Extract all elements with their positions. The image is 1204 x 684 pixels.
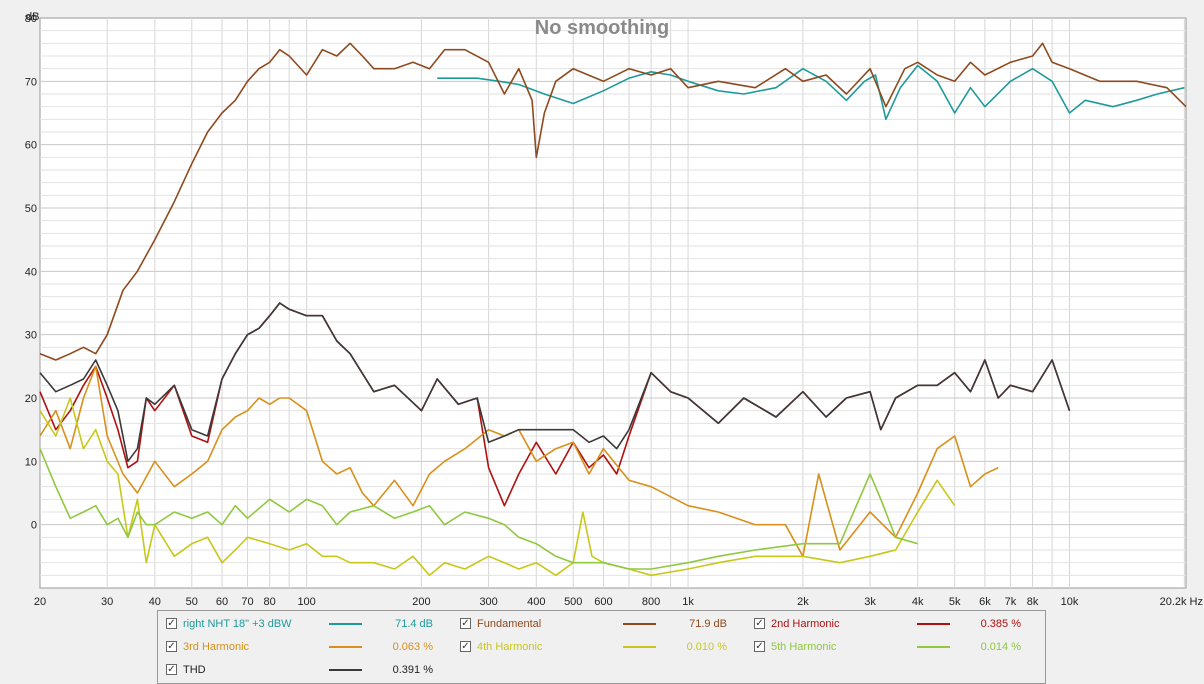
x-tick-label: 7k [1005,596,1017,608]
legend-item: ✓ THD 0.391 % [166,662,446,678]
y-tick-label: 50 [25,203,37,215]
x-tick-label: 80 [264,596,276,608]
legend-checkbox[interactable]: ✓ [754,641,765,652]
x-tick-label: 20.2k Hz [1160,596,1203,608]
x-tick-label: 6k [979,596,991,608]
series-lines [39,42,1187,577]
legend-checkbox[interactable]: ✓ [166,664,177,675]
y-tick-label: 60 [25,140,37,152]
legend-swatch [623,646,656,648]
series-line-5th-harmonic [39,448,918,570]
legend-swatch [329,646,362,648]
legend-item: ✓ 3rd Harmonic 0.063 % [166,639,446,655]
y-tick-label: 0 [31,520,37,532]
x-tick-label: 2k [797,596,809,608]
y-axis-unit: dB [26,11,39,23]
x-tick-label: 5k [949,596,961,608]
legend-checkbox[interactable]: ✓ [460,641,471,652]
chart-title: No smoothing [535,17,669,39]
y-tick-label: 30 [25,330,37,342]
legend-value: 71.9 dB [689,618,727,630]
legend-checkbox[interactable]: ✓ [460,618,471,629]
legend-checkbox[interactable]: ✓ [166,641,177,652]
x-tick-label: 300 [479,596,497,608]
x-tick-label: 50 [186,596,198,608]
series-line-4th-harmonic [39,397,956,577]
legend-value: 0.010 % [686,641,727,653]
legend-series-name: 4th Harmonic [477,641,543,653]
x-tick-label: 3k [864,596,876,608]
legend: ✓ right NHT 18" +3 dBW 71.4 dB ✓ Fundamental… [157,610,1046,684]
legend-value: 0.385 % [980,618,1021,630]
y-tick-label: 40 [25,266,37,278]
x-tick-label: 60 [216,596,228,608]
legend-value: 0.391 % [392,664,433,676]
legend-series-name: right NHT 18" +3 dBW [183,618,292,630]
x-tick-label: 1k [682,596,694,608]
x-tick-label: 500 [564,596,582,608]
legend-swatch [623,623,656,625]
x-axis-labels: 20 30 40 50 60 70 80 100 200 300 400 500 600 800 1k 2k 3… [34,596,1203,608]
x-tick-label: 70 [241,596,253,608]
chart-svg: 0 10 20 30 40 50 60 70 80 20 30 40 50 60 70 80 100 200 30… [25,11,1203,608]
legend-swatch [329,623,362,625]
x-tick-label: 100 [297,596,315,608]
legend-series-name: Fundamental [477,618,542,630]
series-line-3rd-harmonic [39,365,999,558]
y-tick-label: 20 [25,393,37,405]
legend-value: 0.014 % [980,641,1021,653]
x-tick-label: 8k [1027,596,1039,608]
legend-checkbox[interactable]: ✓ [754,618,765,629]
y-tick-label: 10 [25,456,37,468]
legend-item: ✓ Fundamental 71.9 dB [460,616,740,632]
x-tick-label: 4k [912,596,924,608]
series-line-right-nht-18-3-dbw [437,64,1185,121]
legend-series-name: 5th Harmonic [771,641,837,653]
x-tick-label: 10k [1061,596,1079,608]
x-tick-label: 600 [594,596,612,608]
legend-value: 0.063 % [392,641,433,653]
plot-area [39,17,1187,589]
x-tick-label: 40 [149,596,161,608]
legend-value: 71.4 dB [395,618,433,630]
grid [40,18,1186,588]
y-axis-labels: 0 10 20 30 40 50 60 70 80 [25,13,37,532]
legend-swatch [329,669,362,671]
legend-swatch [917,623,950,625]
y-tick-label: 70 [25,76,37,88]
x-tick-label: 20 [34,596,46,608]
legend-series-name: THD [183,664,206,676]
legend-checkbox[interactable]: ✓ [166,618,177,629]
legend-item: ✓ 4th Harmonic 0.010 % [460,639,740,655]
legend-item: ✓ right NHT 18" +3 dBW 71.4 dB [166,616,446,632]
y-tick-label: 80 [25,13,37,25]
series-line-fundamental [39,42,1187,361]
x-tick-label: 30 [101,596,113,608]
legend-swatch [917,646,950,648]
x-tick-label: 200 [412,596,430,608]
legend-series-name: 3rd Harmonic [183,641,250,653]
legend-series-name: 2nd Harmonic [771,618,840,630]
legend-item: ✓ 2nd Harmonic 0.385 % [754,616,1034,632]
x-tick-label: 400 [527,596,545,608]
series-line-thd [39,302,1071,463]
legend-item: ✓ 5th Harmonic 0.014 % [754,639,1034,655]
x-tick-label: 800 [642,596,660,608]
